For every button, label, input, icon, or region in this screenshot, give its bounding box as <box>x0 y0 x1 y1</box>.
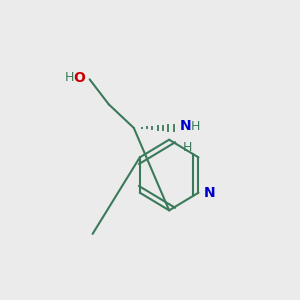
Text: H: H <box>183 141 192 154</box>
Text: N: N <box>180 119 192 134</box>
Text: H: H <box>190 120 200 133</box>
Text: N: N <box>204 186 215 200</box>
Text: H: H <box>65 71 74 84</box>
Text: O: O <box>73 71 85 85</box>
